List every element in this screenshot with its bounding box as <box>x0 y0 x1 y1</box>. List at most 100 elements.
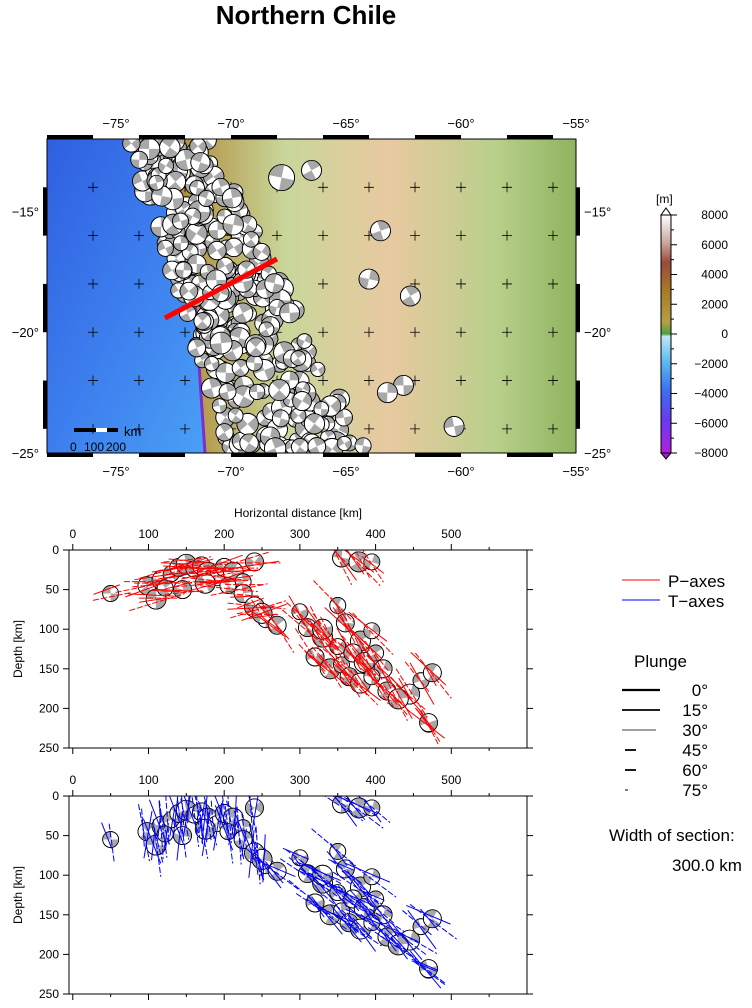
t-axis-stick <box>199 806 204 845</box>
p-axis-stick <box>378 683 398 705</box>
lon-tick-label: −60° <box>447 116 474 131</box>
compressional-quadrant <box>293 360 309 372</box>
compressional-quadrant <box>243 224 256 234</box>
t-axis-stick <box>379 928 397 952</box>
scale-bar: 0 100 200 km <box>70 424 141 454</box>
compressional-quadrant <box>215 362 227 373</box>
focal-mechanism <box>399 285 421 307</box>
t-axis-stick <box>176 797 183 836</box>
compressional-quadrant <box>217 209 225 217</box>
compressional-quadrant <box>308 423 323 434</box>
focal-mechanism <box>233 584 253 603</box>
frame-segment <box>323 453 369 457</box>
focal-mechanism <box>358 268 380 290</box>
compressional-quadrant <box>320 408 329 417</box>
focal-mechanism <box>290 350 307 366</box>
t-axis-stick <box>176 812 183 861</box>
beachball-rim <box>301 159 322 181</box>
focal-mechanism <box>204 356 220 372</box>
compressional-quadrant <box>141 576 155 586</box>
compressional-quadrant <box>371 644 383 653</box>
compressional-quadrant <box>197 140 207 153</box>
compressional-quadrant <box>165 244 174 256</box>
p-axis-stick <box>179 564 218 570</box>
beachball-rim <box>419 713 438 733</box>
beachball-rim <box>245 337 266 358</box>
colorbar-bar <box>660 214 672 454</box>
beachball-rim <box>172 212 189 230</box>
p-axis-stick <box>361 556 385 574</box>
compressional-quadrant <box>189 140 198 152</box>
p-axis-stick <box>310 606 338 659</box>
p-axis-stick <box>373 675 395 709</box>
focal-mechanism <box>159 139 181 159</box>
graticule-cross <box>180 375 190 386</box>
beachball-rim <box>175 261 193 279</box>
frame-segment <box>43 380 47 429</box>
focal-mechanism <box>354 437 372 453</box>
compressional-quadrant <box>210 343 223 355</box>
compressional-quadrant <box>233 242 244 256</box>
p-axes-legend-label: P−axes <box>668 572 725 591</box>
focal-mechanism <box>222 214 244 236</box>
t-axis-stick <box>172 796 179 839</box>
compressional-quadrant <box>424 909 438 919</box>
p-axis-stick <box>193 569 232 578</box>
focal-mechanism <box>443 416 465 437</box>
y-tick-label: 200 <box>39 947 59 961</box>
y-tick-label: 200 <box>39 701 59 715</box>
lon-tick-label: −65° <box>332 464 359 479</box>
focal-mechanism <box>172 212 189 230</box>
compressional-quadrant <box>222 222 234 235</box>
p-axis-stick <box>128 593 177 597</box>
graticule-cross <box>502 230 512 241</box>
compressional-quadrant <box>283 358 293 368</box>
p-axis-stick <box>139 597 167 603</box>
beachball-rim <box>187 338 207 358</box>
focal-mechanism <box>221 187 243 209</box>
beachball-rim <box>399 285 421 307</box>
compressional-quadrant <box>254 801 264 814</box>
graticule-cross <box>88 375 98 386</box>
t-axis-stick <box>300 860 348 896</box>
compressional-quadrant <box>218 308 230 323</box>
p-axis-stick <box>200 585 258 593</box>
compressional-quadrant <box>131 139 141 151</box>
t-axis-stick <box>181 796 185 826</box>
focal-mechanism <box>336 435 352 451</box>
t-axis-stick <box>383 926 418 962</box>
focal-mechanism <box>218 383 237 401</box>
t-axis-stick <box>295 893 329 915</box>
scale-label-100: 100 <box>84 440 104 454</box>
t-axis-stick <box>101 822 113 849</box>
plunge-legend: 0°15°30°45°60°75° <box>622 681 708 800</box>
focal-mechanism <box>245 337 266 358</box>
compressional-quadrant <box>150 226 162 237</box>
compressional-quadrant <box>371 890 383 899</box>
frame-segment <box>231 453 277 457</box>
colorbar-tick-label: −8000 <box>694 446 728 460</box>
beachball-rim <box>242 231 260 248</box>
p-axis-stick <box>320 616 348 669</box>
beachball-rim <box>179 281 199 301</box>
p-axis-stick <box>383 684 408 716</box>
t-axis-stick <box>340 888 360 912</box>
x-tick-label: 0 <box>69 527 76 541</box>
beachball-rim <box>422 909 442 929</box>
t-axis-stick <box>241 811 248 850</box>
focal-mechanism <box>189 139 207 155</box>
compressional-quadrant <box>340 656 350 665</box>
compressional-quadrant <box>233 385 249 397</box>
t-axis-stick <box>364 799 382 823</box>
t-axis-stick <box>414 959 446 984</box>
compressional-quadrant <box>302 382 310 392</box>
t-axis-stick <box>293 856 324 897</box>
compressional-quadrant <box>224 239 234 253</box>
compressional-quadrant <box>264 366 275 381</box>
focal-mechanism <box>242 231 260 248</box>
p-axis-stick <box>129 593 185 612</box>
t-axis-stick <box>248 796 258 838</box>
frame-segment <box>47 453 93 457</box>
t-axis-stick <box>173 818 185 845</box>
t-axis-stick <box>307 864 342 885</box>
